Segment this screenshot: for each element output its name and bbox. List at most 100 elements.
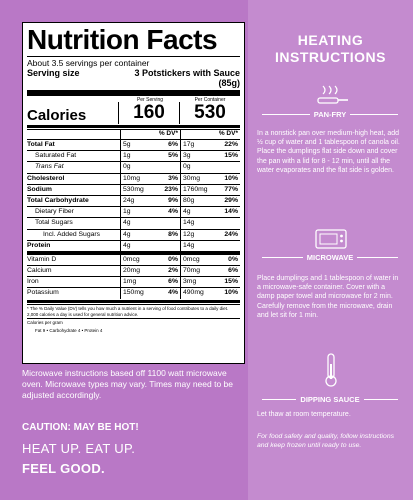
nutrient-amount-container: 3mg xyxy=(180,277,210,288)
nutrient-dv-container: 15% xyxy=(224,152,238,160)
food-safety-note: For food safety and quality, follow inst… xyxy=(257,433,395,449)
nutrient-dv-container xyxy=(210,241,240,251)
nutrient-row: Cholesterol 10mg 3% 30mg 10% xyxy=(27,172,240,184)
dv-header-serving: % DV* xyxy=(120,130,180,139)
nutrient-amount-serving: 1g xyxy=(120,151,150,162)
nutrient-dv-container: 10% xyxy=(224,174,238,182)
heating-title-line2: INSTRUCTIONS xyxy=(275,49,386,65)
panfry-title: PAN-FRY xyxy=(313,110,347,119)
nutrient-row: Saturated Fat 1g 5% 3g 15% xyxy=(27,150,240,162)
nutrient-label: Sodium xyxy=(27,185,52,193)
per-container-header: Per Container xyxy=(194,97,226,103)
nutrient-amount-serving: 4g xyxy=(120,229,150,240)
nutrient-amount-container: 14g xyxy=(180,240,210,251)
nutrient-dv-serving: 0% xyxy=(168,255,178,263)
nutrient-label: Protein xyxy=(27,241,51,249)
nutrient-dv-serving: 4% xyxy=(168,289,178,297)
divider-medium xyxy=(27,299,240,303)
nutrient-dv-serving xyxy=(150,241,180,251)
nutrient-dv-serving: 2% xyxy=(168,267,178,275)
nutrient-row: Incl. Added Sugars 4g 8% 12g 24% xyxy=(27,228,240,240)
nutrient-amount-serving: 0mcg xyxy=(120,254,150,266)
nutrient-row: Vitamin D 0mcg 0% 0mcg 0% xyxy=(27,250,240,266)
nutrient-amount-serving: 1mg xyxy=(120,277,150,288)
nutrient-amount-container: 3g xyxy=(180,151,210,162)
nutrient-amount-container: 17g xyxy=(180,140,210,151)
heating-title-line1: HEATING xyxy=(297,32,364,48)
nutrient-dv-container xyxy=(210,162,240,172)
dv-footnote: * The % Daily Value (DV) tells you how m… xyxy=(27,303,240,318)
nutrient-dv-container: 22% xyxy=(224,141,238,148)
nutrition-facts-label: Nutrition Facts About 3.5 servings per c… xyxy=(22,22,245,364)
sauce-section-header: DIPPING SAUCE xyxy=(262,395,398,404)
nutrient-amount-serving: 20mg xyxy=(120,266,150,277)
nutrient-amount-container: 30mg xyxy=(180,173,210,184)
nutrient-amount-container: 0g xyxy=(180,162,210,173)
nutrient-row: Total Sugars 4g 14g xyxy=(27,217,240,229)
nutrient-label: Total Sugars xyxy=(35,219,73,227)
nutrient-dv-container: 77% xyxy=(224,185,238,193)
panfry-section-header: PAN-FRY xyxy=(262,110,398,119)
nutrient-dv-container: 29% xyxy=(224,196,238,204)
nutrient-dv-serving xyxy=(150,162,180,172)
panfry-instructions: In a nonstick pan over medium-high heat,… xyxy=(257,130,400,174)
nutrient-dv-serving: 6% xyxy=(168,141,178,148)
nutrient-row: Iron 1mg 6% 3mg 15% xyxy=(27,276,240,288)
calories-per-gram: Calories per gram xyxy=(27,317,240,327)
nutrient-label: Vitamin D xyxy=(27,255,57,263)
nutrient-row: Total Fat 5g 6% 17g 22% xyxy=(27,139,240,151)
nutrient-amount-serving: 5g xyxy=(120,140,150,151)
nutrient-rows: Total Fat 5g 6% 17g 22% Saturated Fat 1g 5% 3g 15… xyxy=(27,139,240,299)
nutrient-label: Iron xyxy=(27,278,39,286)
dv-header-container: % DV* xyxy=(180,130,240,139)
nutrient-label: Total Fat xyxy=(27,141,55,148)
nutrient-row: Sodium 530mg 23% 1760mg 77% xyxy=(27,183,240,195)
nutrient-dv-serving: 4% xyxy=(168,208,178,216)
nutrient-dv-container: 6% xyxy=(228,267,238,275)
nutrient-row: Protein 4g 14g xyxy=(27,239,240,251)
nutrient-label: Total Carbohydrate xyxy=(27,196,89,204)
serving-size-row: Serving size 3 Potstickers with Sauce (8… xyxy=(27,68,240,88)
nutrient-label: Trans Fat xyxy=(35,163,64,171)
nutrient-amount-container: 0mcg xyxy=(180,254,210,266)
tagline-line1: HEAT UP. EAT UP. xyxy=(22,441,136,456)
nutrient-amount-container: 70mg xyxy=(180,266,210,277)
nutrient-dv-container: 10% xyxy=(224,289,238,297)
nutrient-dv-container: 14% xyxy=(224,208,238,216)
nutrient-label: Cholesterol xyxy=(27,174,65,182)
nutrient-label: Saturated Fat xyxy=(35,152,77,160)
nutrient-amount-serving: 4g xyxy=(120,240,150,251)
sauce-instructions: Let thaw at room temperature. xyxy=(257,411,351,418)
tagline-line2: FEEL GOOD. xyxy=(22,461,105,476)
nutrient-dv-container: 15% xyxy=(224,278,238,286)
serving-size-label: Serving size xyxy=(27,68,80,78)
nutrition-title: Nutrition Facts xyxy=(27,24,218,55)
calories-row: Calories 160 530 xyxy=(27,102,240,124)
nutrient-dv-serving: 3% xyxy=(168,174,178,182)
pan-icon xyxy=(315,82,349,108)
microwave-section-header: MICROWAVE xyxy=(262,253,398,262)
nutrient-amount-container: 80g xyxy=(180,195,210,207)
nutrient-dv-container xyxy=(210,218,240,228)
nutrient-amount-container: 4g xyxy=(180,207,210,218)
calories-serving: 160 xyxy=(118,102,179,124)
thermometer-icon xyxy=(322,352,340,388)
nutrient-dv-container: 24% xyxy=(224,230,238,238)
per-serving-header: Per Serving xyxy=(136,97,164,103)
calories-label: Calories xyxy=(27,107,87,124)
nutrient-row: Trans Fat 0g 0g xyxy=(27,161,240,173)
nutrient-amount-serving: 10mg xyxy=(120,173,150,184)
nutrient-dv-serving: 6% xyxy=(168,278,178,286)
nutrient-amount-serving: 530mg xyxy=(120,184,150,195)
microwave-title: MICROWAVE xyxy=(306,253,354,262)
nutrient-dv-serving: 23% xyxy=(164,185,178,193)
nutrient-amount-serving: 4g xyxy=(120,218,150,229)
nutrient-row: Calcium 20mg 2% 70mg 6% xyxy=(27,265,240,277)
servings-per-container: About 3.5 servings per container xyxy=(27,56,240,68)
calories-container: 530 xyxy=(179,102,240,124)
nutrient-row: Potassium 150mg 4% 490mg 10% xyxy=(27,287,240,299)
nutrient-dv-serving xyxy=(150,218,180,228)
nutrient-row: Dietary Fiber 1g 4% 4g 14% xyxy=(27,206,240,218)
nutrient-dv-serving: 5% xyxy=(168,152,178,160)
